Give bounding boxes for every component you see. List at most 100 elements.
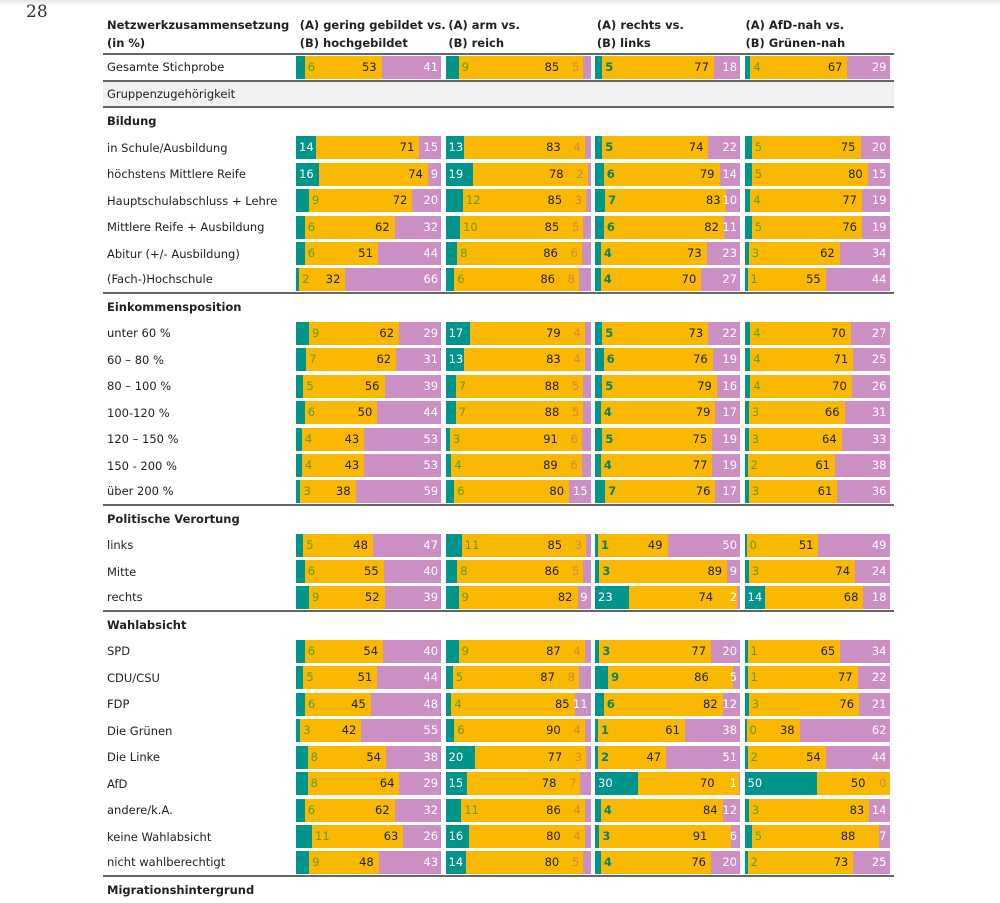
value-neutral-label: 55: [806, 268, 821, 291]
value-b-label: 24: [872, 560, 887, 583]
value-neutral-label: 83: [850, 799, 865, 822]
value-neutral-label: 86: [546, 799, 561, 822]
value-neutral-label: 77: [694, 56, 709, 79]
value-a-label: 13: [449, 348, 464, 371]
value-neutral-label: 67: [828, 56, 843, 79]
segment-neutral: [456, 375, 584, 398]
value-neutral-label: 68: [844, 586, 859, 609]
value-neutral-label: 32: [326, 268, 341, 291]
segment-a: [745, 136, 752, 159]
value-a-label: 3: [752, 799, 759, 822]
header-label: Netzwerkzusammensetzung (in %): [103, 16, 300, 53]
value-b-label: 39: [423, 586, 438, 609]
value-neutral-label: 89: [543, 454, 558, 477]
value-b-label: 40: [423, 640, 438, 663]
value-a-label: 7: [459, 401, 466, 424]
value-a-label: 4: [753, 375, 760, 398]
value-neutral-label: 77: [842, 189, 857, 212]
value-b-label: 20: [722, 851, 737, 874]
value-a-label: 13: [449, 136, 464, 159]
value-neutral-label: 50: [851, 772, 866, 795]
value-neutral-label: 43: [345, 454, 360, 477]
value-a-label: 5: [605, 56, 613, 79]
value-b-label: 44: [872, 746, 887, 769]
value-a-label: 50: [748, 772, 763, 795]
value-neutral-label: 64: [380, 772, 395, 795]
row-label: Die Grünen: [103, 724, 296, 738]
segment-a: [296, 189, 309, 212]
segment-a: [595, 693, 604, 716]
value-neutral-label: 66: [825, 401, 840, 424]
value-neutral-label: 91: [543, 428, 558, 451]
value-a-label: 6: [308, 216, 315, 239]
value-b-label: 8: [568, 666, 575, 689]
value-b-label: 33: [872, 428, 887, 451]
segment-a: [296, 242, 305, 265]
header-label-line1: Netzwerkzusammensetzung: [107, 16, 300, 34]
header-column-education: (A) gering gebildet vs. (B) hochgebildet: [300, 16, 449, 53]
value-neutral-label: 87: [546, 640, 561, 663]
segment-a: [296, 375, 303, 398]
value-a-label: 8: [311, 772, 318, 795]
value-a-label: 1: [751, 268, 758, 291]
value-b-label: 36: [872, 480, 887, 503]
segment-a: [595, 56, 602, 79]
row-label: 80 – 100 %: [103, 379, 296, 393]
value-b-label: 32: [423, 216, 438, 239]
header-column-income: (A) arm vs. (B) reich: [448, 16, 597, 53]
segment-neutral: [752, 825, 880, 848]
value-a-label: 3: [752, 560, 759, 583]
network-composition-table: Netzwerkzusammensetzung (in %) (A) gerin…: [103, 16, 894, 903]
value-neutral-label: 42: [342, 719, 357, 742]
value-b-label: 12: [722, 799, 737, 822]
value-b-label: 6: [571, 242, 578, 265]
value-b-label: 4: [573, 136, 580, 159]
value-neutral-label: 75: [693, 428, 708, 451]
segment-a: [595, 428, 602, 451]
header-col-line1: (A) gering gebildet vs.: [300, 16, 449, 34]
value-a-label: 19: [449, 163, 464, 186]
value-b-label: 50: [722, 534, 737, 557]
value-b-label: 25: [872, 348, 887, 371]
value-b-label: 14: [722, 163, 737, 186]
value-a-label: 3: [602, 825, 610, 848]
value-b-label: 38: [722, 719, 737, 742]
value-neutral-label: 77: [691, 640, 706, 663]
value-a-label: 6: [607, 693, 615, 716]
segment-neutral: [462, 534, 586, 557]
value-b-label: 5: [572, 401, 579, 424]
value-neutral-label: 73: [687, 242, 702, 265]
value-b-label: 5: [572, 216, 579, 239]
value-neutral-label: 85: [545, 216, 560, 239]
value-neutral-label: 38: [780, 719, 795, 742]
value-a-label: 6: [457, 719, 464, 742]
segment-a: [446, 216, 461, 239]
value-neutral-label: 38: [336, 480, 351, 503]
header-column-politics: (A) rechts vs. (B) links: [597, 16, 746, 53]
row-label: 60 – 80 %: [103, 353, 296, 367]
row-label: Bildung: [103, 114, 298, 128]
row-label: 100-120 %: [103, 406, 296, 420]
segment-a: [296, 401, 305, 424]
segment-neutral: [457, 560, 583, 583]
value-neutral-label: 80: [546, 825, 561, 848]
segment-neutral: [456, 401, 584, 424]
segment-b: [585, 322, 591, 345]
value-neutral-label: 71: [400, 136, 415, 159]
value-a-label: 14: [748, 586, 763, 609]
